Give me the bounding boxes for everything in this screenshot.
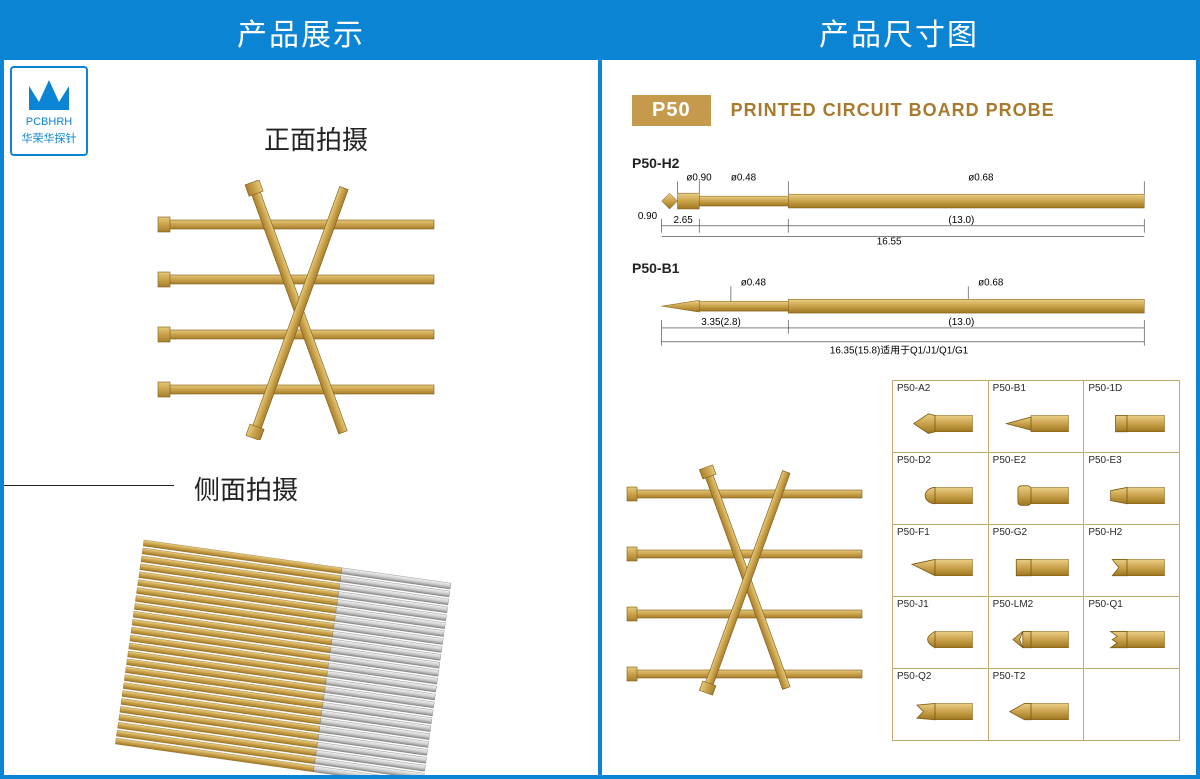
tip-cell-label: P50-D2 (893, 453, 988, 468)
tip-cell: P50-H2 (1084, 525, 1180, 597)
crown-icon (25, 76, 73, 114)
column-product-display: 产品展示 PCBHRH 华荣华探针 正面拍摄 (4, 4, 602, 775)
diag1-svg: ø0.90 ø0.48 ø0.68 0.90 2.65 (13.0) 16.55 (632, 171, 1166, 246)
tip-cell-icon (1084, 612, 1179, 668)
tip-cell-icon (893, 540, 988, 596)
tip-cell-label: P50-B1 (989, 381, 1084, 396)
column-product-dimensions: 产品尺寸图 P50 PRINTED CIRCUIT BOARD PROBE P5… (602, 4, 1196, 775)
tip-cell: P50-E3 (1084, 453, 1180, 525)
d2-seg1-len: 3.35(2.8) (701, 317, 741, 328)
tip-cell-empty (1084, 669, 1180, 741)
left-body: PCBHRH 华荣华探针 正面拍摄 (4, 60, 598, 775)
d1-seg1-len: 2.65 (674, 215, 694, 226)
side-label-divider (4, 485, 174, 486)
d2-tail-diam: ø0.68 (978, 277, 1004, 288)
label-front-shot: 正面拍摄 (264, 120, 368, 157)
tip-cell-label: P50-J1 (893, 597, 988, 612)
tip-cell-label: P50-E3 (1084, 453, 1179, 468)
tip-cell: P50-1D (1084, 381, 1180, 453)
tip-cell-icon (1084, 540, 1179, 596)
tip-cell: P50-LM2 (989, 597, 1085, 669)
tip-cell-icon (989, 612, 1084, 668)
label-side-shot: 侧面拍摄 (194, 470, 298, 507)
tip-cell-icon (989, 540, 1084, 596)
crossed-pins-svg (134, 180, 464, 440)
tip-cell-label: P50-A2 (893, 381, 988, 396)
diag2-model: P50-B1 (632, 260, 1166, 276)
right-photo-pins (617, 430, 877, 730)
tip-cell-icon (893, 396, 988, 452)
logo-brand: 华荣华探针 (22, 130, 77, 146)
d2-total: 16.35(15.8)适用于Q1/J1/Q1/G1 (830, 345, 969, 357)
tip-cell-icon (989, 468, 1084, 524)
tip-cell-label: P50-T2 (989, 669, 1084, 684)
spec-title: PRINTED CIRCUIT BOARD PROBE (731, 100, 1055, 121)
tip-cell-icon (989, 396, 1084, 452)
spec-header: P50 PRINTED CIRCUIT BOARD PROBE (632, 95, 1166, 126)
tip-cell-label: P50-F1 (893, 525, 988, 540)
tip-cell-label: P50-G2 (989, 525, 1084, 540)
diagram-p50-b1: P50-B1 (632, 260, 1166, 370)
tip-cell-icon (893, 684, 988, 740)
tip-cell: P50-F1 (893, 525, 989, 597)
tip-cell: P50-J1 (893, 597, 989, 669)
tip-cell-label: P50-Q1 (1084, 597, 1179, 612)
diag2-svg: ø0.48 ø0.68 3.35(2.8) (13.0) 16.35(15.8)… (632, 276, 1166, 366)
tip-cell-label: P50-LM2 (989, 597, 1084, 612)
tip-cell: P50-Q2 (893, 669, 989, 741)
brand-logo: PCBHRH 华荣华探针 (10, 66, 88, 156)
logo-sub: PCBHRH (26, 116, 72, 128)
d1-tail-len: (13.0) (948, 215, 974, 226)
d1-tail-diam: ø0.68 (968, 172, 994, 183)
header-left: 产品展示 (4, 4, 598, 60)
d1-head-len: 0.90 (638, 211, 658, 222)
tip-cell: P50-T2 (989, 669, 1085, 741)
pin-array-svg (114, 520, 494, 775)
tip-cell-icon (989, 684, 1084, 740)
tip-cell-label: P50-E2 (989, 453, 1084, 468)
tip-cell-label: P50-1D (1084, 381, 1179, 396)
photo-side (114, 520, 494, 775)
tip-cell: P50-E2 (989, 453, 1085, 525)
d1-head-diam: ø0.90 (686, 172, 712, 183)
right-crossed-pins-svg (617, 430, 877, 730)
d1-total: 16.55 (877, 237, 902, 246)
tip-cell: P50-B1 (989, 381, 1085, 453)
photo-front (134, 180, 464, 440)
tip-cell-icon (893, 612, 988, 668)
tip-cell: P50-A2 (893, 381, 989, 453)
page-root: 产品展示 PCBHRH 华荣华探针 正面拍摄 (0, 0, 1200, 779)
tip-cell-label: P50-Q2 (893, 669, 988, 684)
tip-cell-icon (1084, 468, 1179, 524)
diag1-model: P50-H2 (632, 155, 1166, 171)
tip-cell: P50-D2 (893, 453, 989, 525)
tip-cell-label: P50-H2 (1084, 525, 1179, 540)
p50-tag: P50 (632, 95, 711, 126)
d1-mid-diam: ø0.48 (731, 172, 757, 183)
tip-cell: P50-G2 (989, 525, 1085, 597)
d2-mid-diam: ø0.48 (741, 277, 767, 288)
tip-type-grid: P50-A2 P50-B1 P50-1D P50-D2 P50-E2 P50-E… (892, 380, 1180, 741)
tip-cell-icon (1084, 396, 1179, 452)
tip-cell-icon (893, 468, 988, 524)
diagram-p50-h2: P50-H2 (632, 155, 1166, 250)
d2-tail-len: (13.0) (948, 317, 974, 328)
header-right: 产品尺寸图 (602, 4, 1196, 60)
right-body: P50 PRINTED CIRCUIT BOARD PROBE P50-H2 (602, 60, 1196, 775)
tip-cell: P50-Q1 (1084, 597, 1180, 669)
